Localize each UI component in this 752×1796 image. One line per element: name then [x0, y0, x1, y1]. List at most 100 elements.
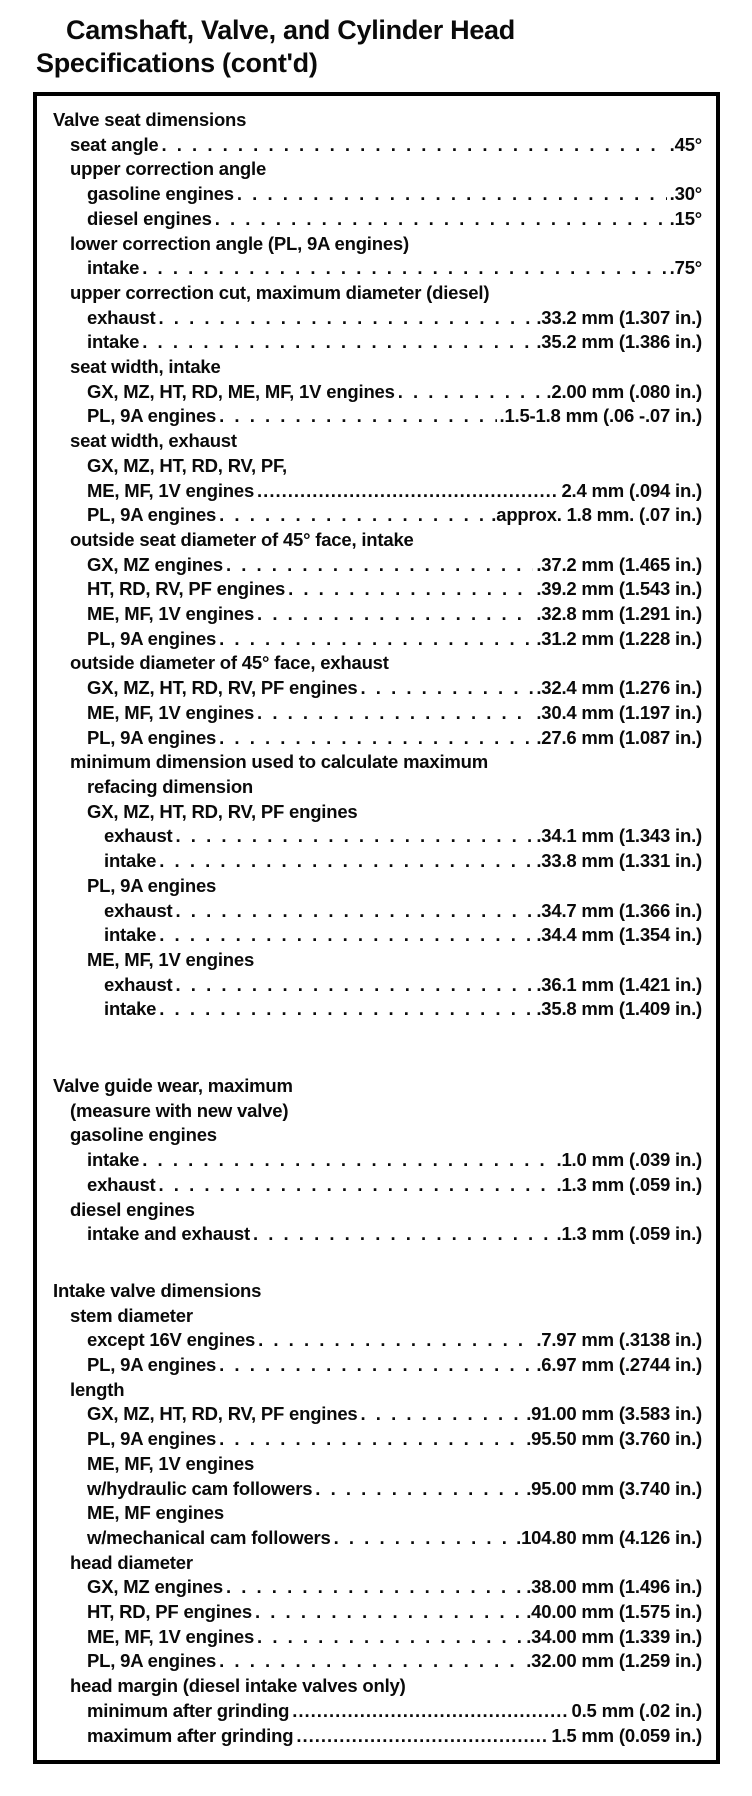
dot-leader — [257, 1625, 523, 1650]
dot-leader — [159, 997, 533, 1022]
spec-row: ME, MF, 1V engines — [53, 1452, 702, 1477]
spec-label: seat width, intake — [70, 356, 221, 378]
spec-value: .34.1 mm (1.343 in.) — [536, 825, 702, 847]
spec-row: intake .75° — [53, 256, 702, 281]
spec-value: .32.4 mm (1.276 in.) — [536, 677, 702, 699]
spec-label: head diameter — [70, 1551, 193, 1573]
spec-label: exhaust — [87, 306, 156, 328]
spec-value: .34.7 mm (1.366 in.) — [536, 899, 702, 921]
dot-leader — [292, 1699, 568, 1724]
spec-row: w/mechanical cam followers .104.80 mm (4.… — [53, 1526, 702, 1551]
spec-label: gasoline engines — [87, 183, 234, 205]
spec-row: minimum dimension used to calculate maxi… — [53, 750, 702, 775]
spec-value: .34.00 mm (1.339 in.) — [526, 1625, 702, 1647]
spec-value: .91.00 mm (3.583 in.) — [526, 1403, 702, 1425]
spec-label: exhaust — [104, 973, 173, 995]
spec-label: HT, RD, PF engines — [87, 1601, 252, 1623]
spec-value: .39.2 mm (1.543 in.) — [536, 578, 702, 600]
spec-label: intake — [87, 331, 140, 353]
spec-label: Valve seat dimensions — [53, 109, 247, 130]
spec-label: GX, MZ engines — [87, 1576, 223, 1598]
spec-label: (measure with new valve) — [70, 1099, 289, 1121]
spec-row: w/hydraulic cam followers .95.00 mm (3.74… — [53, 1477, 702, 1502]
spec-label: head margin (diesel intake valves only) — [70, 1675, 406, 1697]
page-title-line2: Specifications (cont'd) — [36, 48, 318, 78]
spec-row: PL, 9A engines .32.00 mm (1.259 in.) — [53, 1649, 702, 1674]
spec-box: Valve seat dimensions seat angle .45° upper… — [33, 92, 720, 1765]
dot-leader — [176, 824, 534, 849]
spec-label: minimum after grinding — [87, 1699, 290, 1721]
spec-value: .34.4 mm (1.354 in.) — [536, 924, 702, 946]
spec-label: GX, MZ, HT, RD, ME, MF, 1V engines — [87, 380, 395, 402]
spec-value: .1.5-1.8 mm (.06 -.07 in.) — [499, 405, 703, 427]
spec-label: PL, 9A engines — [87, 504, 217, 526]
spec-row: exhaust .33.2 mm (1.307 in.) — [53, 306, 702, 331]
spec-label: GX, MZ, HT, RD, RV, PF engines — [87, 1403, 358, 1425]
spec-value: .15° — [669, 207, 703, 229]
dot-leader — [142, 330, 533, 355]
dot-leader — [398, 380, 544, 405]
spec-row: ME, MF engines — [53, 1501, 702, 1526]
spec-label: w/mechanical cam followers — [87, 1526, 331, 1548]
dot-leader — [176, 899, 534, 924]
spec-row: refacing dimension — [53, 775, 702, 800]
spec-row: lower correction angle (PL, 9A engines) — [53, 232, 702, 257]
spec-row: upper correction cut, maximum diameter (… — [53, 281, 702, 306]
spec-row: intake .33.8 mm (1.331 in.) — [53, 849, 702, 874]
dot-leader — [255, 1600, 523, 1625]
spec-row: PL, 9A engines .31.2 mm (1.228 in.) — [53, 627, 702, 652]
spec-section-valve-seat-dimensions: Valve seat dimensions seat angle .45° upper… — [53, 108, 702, 1022]
dot-leader — [219, 726, 533, 751]
spec-value: .37.2 mm (1.465 in.) — [536, 553, 702, 575]
spec-value: .45° — [669, 133, 703, 155]
spec-row: GX, MZ, HT, RD, ME, MF, 1V engines .2.00 … — [53, 380, 702, 405]
dot-leader — [226, 553, 533, 578]
dot-leader — [226, 1575, 523, 1600]
spec-row: PL, 9A engines .95.50 mm (3.760 in.) — [53, 1427, 702, 1452]
spec-row: intake .35.8 mm (1.409 in.) — [53, 997, 702, 1022]
spec-row: Valve seat dimensions — [53, 108, 702, 133]
spec-label: except 16V engines — [87, 1329, 256, 1351]
spec-row: head margin (diesel intake valves only) — [53, 1674, 702, 1699]
spec-label: upper correction angle — [70, 158, 267, 180]
spec-value: .7.97 mm (.3138 in.) — [536, 1329, 702, 1351]
dot-leader — [288, 577, 533, 602]
spec-value: .33.2 mm (1.307 in.) — [536, 306, 702, 328]
spec-value: .32.00 mm (1.259 in.) — [526, 1650, 702, 1672]
spec-row: intake .1.0 mm (.039 in.) — [53, 1148, 702, 1173]
dot-leader — [162, 133, 667, 158]
spec-label: minimum dimension used to calculate maxi… — [70, 751, 489, 773]
spec-label: exhaust — [104, 825, 173, 847]
spec-value: .30° — [669, 183, 703, 205]
spec-value: .104.80 mm (4.126 in.) — [516, 1526, 702, 1548]
spec-row: HT, RD, PF engines .40.00 mm (1.575 in.) — [53, 1600, 702, 1625]
dot-leader — [142, 1148, 553, 1173]
spec-row: GX, MZ engines .38.00 mm (1.496 in.) — [53, 1575, 702, 1600]
spec-label: outside diameter of 45° face, exhaust — [70, 652, 389, 674]
dot-leader — [334, 1526, 514, 1551]
dot-leader — [315, 1477, 523, 1502]
spec-row: PL, 9A engines .1.5-1.8 mm (.06 -.07 in.) — [53, 404, 702, 429]
dot-leader — [176, 973, 534, 998]
spec-label: GX, MZ engines — [87, 553, 223, 575]
spec-row: seat angle .45° — [53, 133, 702, 158]
spec-row: gasoline engines — [53, 1123, 702, 1148]
spec-row: stem diameter — [53, 1304, 702, 1329]
dot-leader — [215, 207, 667, 232]
dot-leader — [142, 256, 666, 281]
spec-section-intake-valve-dimensions: Intake valve dimensions stem diameter exce… — [53, 1279, 702, 1748]
spec-row: except 16V engines .7.97 mm (.3138 in.) — [53, 1328, 702, 1353]
spec-label: ME, MF engines — [87, 1502, 224, 1524]
spec-label: GX, MZ, HT, RD, RV, PF engines — [87, 800, 358, 822]
spec-label: HT, RD, RV, PF engines — [87, 578, 286, 600]
spec-row: intake .35.2 mm (1.386 in.) — [53, 330, 702, 355]
spec-label: PL, 9A engines — [87, 627, 217, 649]
spec-label: upper correction cut, maximum diameter (… — [70, 281, 490, 303]
spec-row: PL, 9A engines .27.6 mm (1.087 in.) — [53, 726, 702, 751]
spec-value: .36.1 mm (1.421 in.) — [536, 973, 702, 995]
spec-row: exhaust .1.3 mm (.059 in.) — [53, 1173, 702, 1198]
dot-leader — [253, 1222, 554, 1247]
spec-row: intake and exhaust .1.3 mm (.059 in.) — [53, 1222, 702, 1247]
spec-label: ME, MF, 1V engines — [87, 701, 255, 723]
